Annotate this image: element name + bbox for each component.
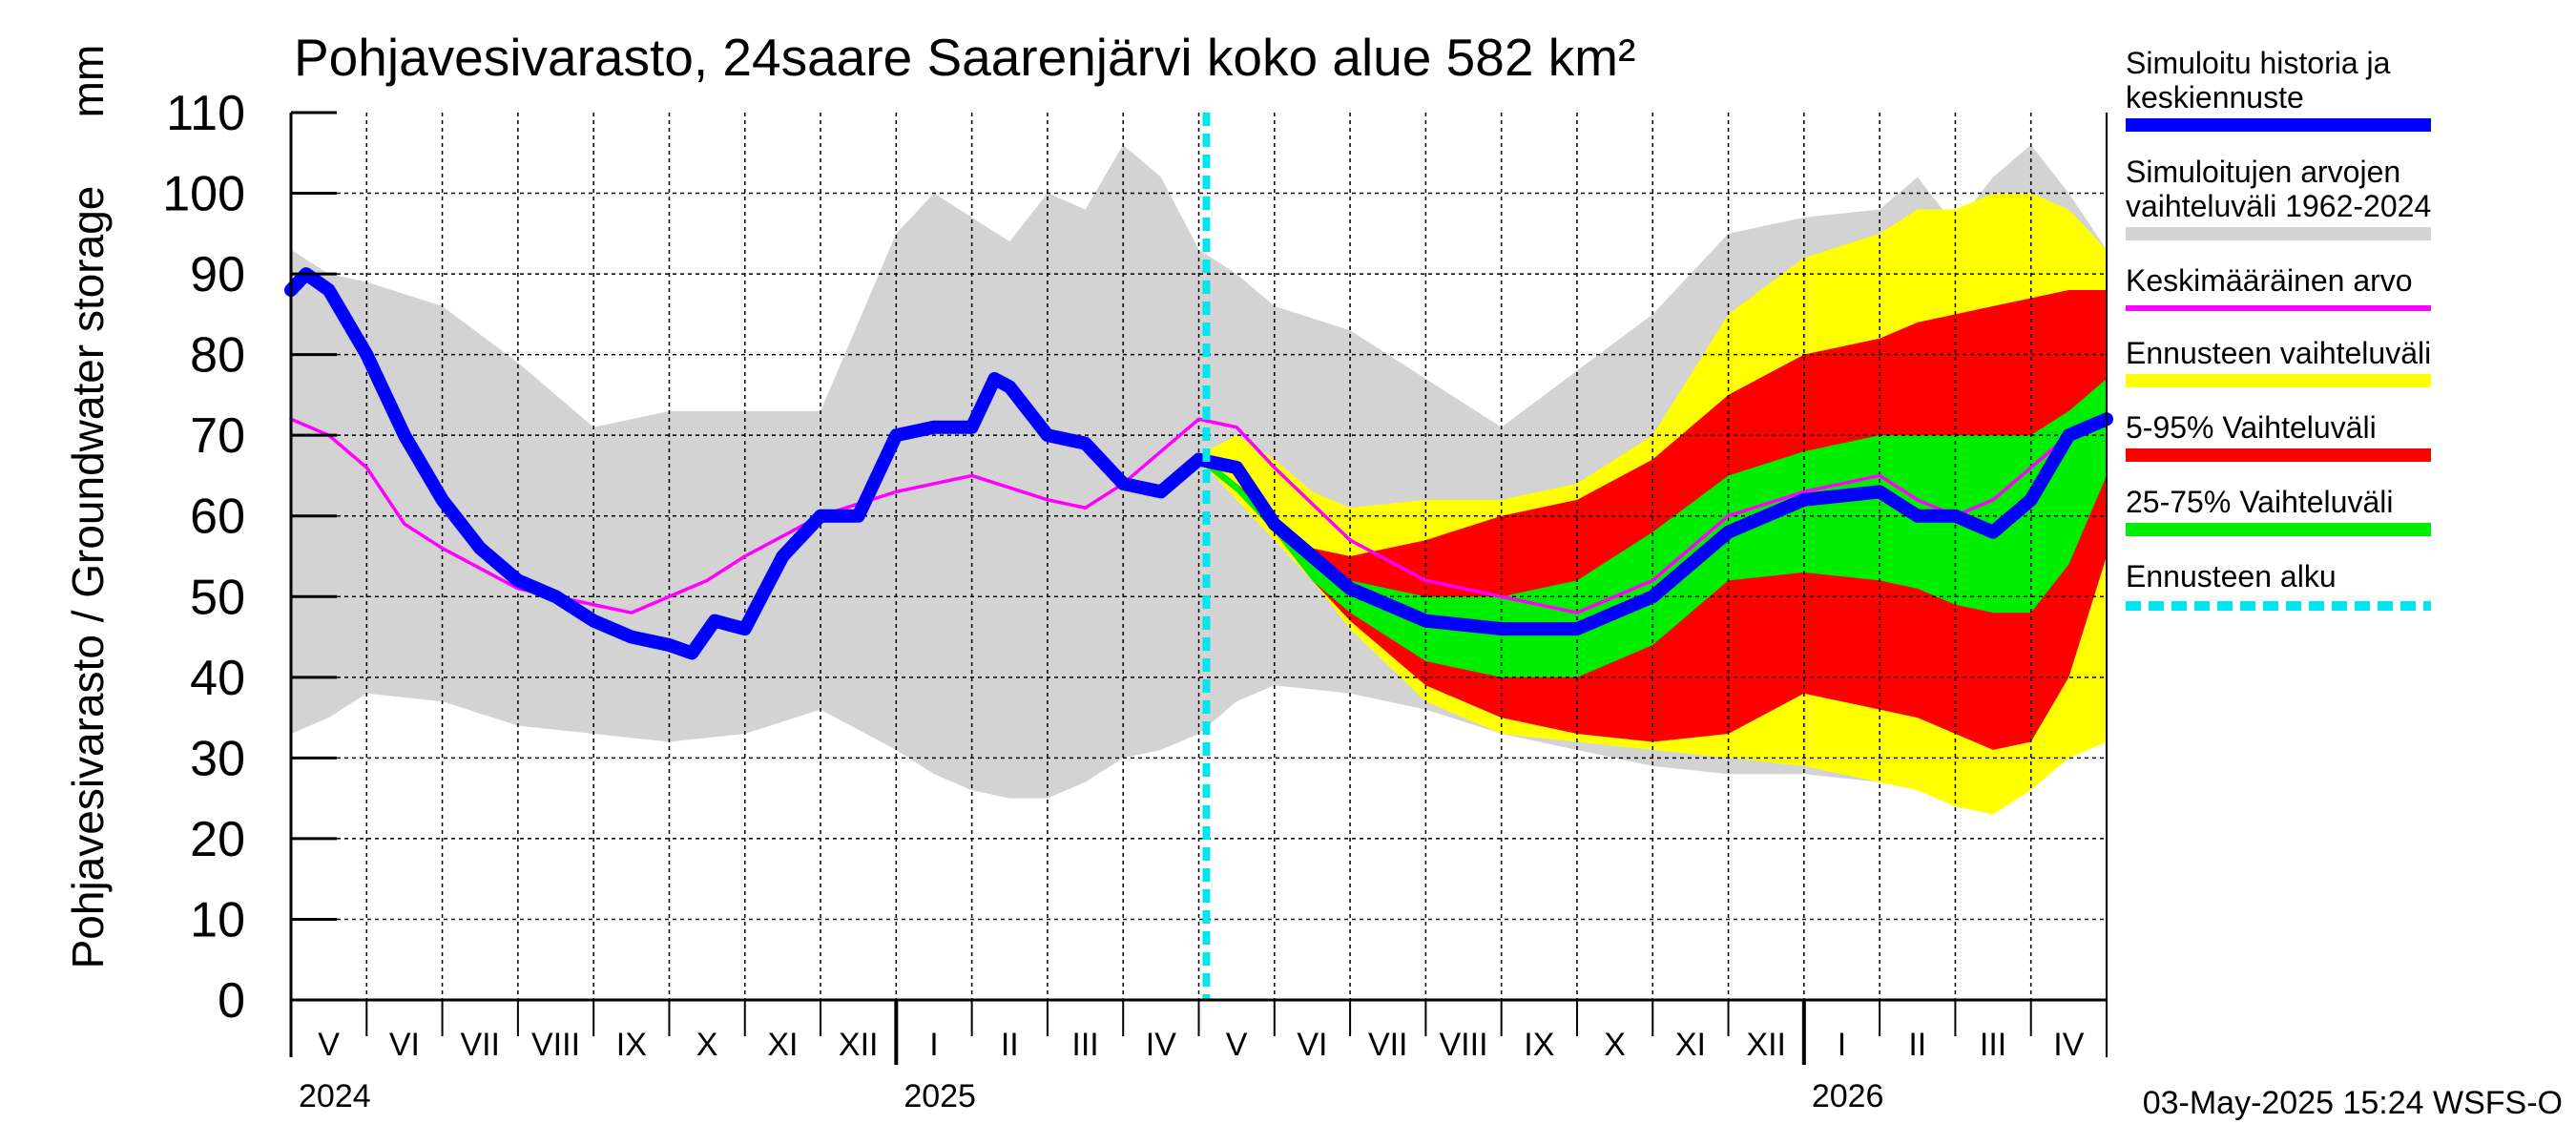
legend-swatch [2126, 305, 2431, 311]
x-month-label: VI [1297, 1027, 1327, 1063]
y-tick-label: 60 [190, 489, 245, 545]
legend-swatch [2126, 601, 2431, 611]
x-month-label: II [1001, 1027, 1019, 1063]
x-month-label: VIII [531, 1027, 580, 1063]
y-tick-label: 70 [190, 408, 245, 464]
x-month-label: VII [460, 1027, 500, 1063]
x-month-label: IX [1524, 1027, 1554, 1063]
legend-swatch [2126, 523, 2431, 536]
legend-label: Keskimääräinen arvo [2126, 263, 2413, 298]
y-tick-label: 0 [218, 973, 245, 1029]
chart-legend: Simuloitu historia ja keskiennuste Simul… [2126, 46, 2441, 634]
x-month-label: I [929, 1027, 938, 1063]
legend-item-forecast-range: Ennusteen vaihteluväli [2126, 336, 2441, 387]
x-month-label: V [318, 1027, 340, 1063]
legend-item-history: Simuloitu historia ja keskiennuste [2126, 46, 2441, 132]
legend-label: 25-75% Vaihteluväli [2126, 485, 2394, 519]
x-month-label: IV [1146, 1027, 1176, 1063]
x-month-label: I [1838, 1027, 1846, 1063]
legend-swatch [2126, 227, 2431, 240]
x-month-label: VI [389, 1027, 420, 1063]
y-axis-label: Pohjavesivarasto / Groundwater storage [63, 185, 113, 969]
chart-title: Pohjavesivarasto, 24saare Saarenjärvi ko… [294, 28, 1636, 87]
x-month-label: IX [616, 1027, 647, 1063]
x-month-label: III [1071, 1027, 1098, 1063]
y-tick-label: 20 [190, 812, 245, 867]
x-month-label: III [1980, 1027, 2006, 1063]
chart-axes [289, 111, 2108, 1065]
y-tick-label: 100 [162, 167, 245, 222]
y-tick-label: 10 [190, 892, 245, 947]
x-year-label: 2026 [1812, 1078, 1884, 1114]
legend-item-25-75: 25-75% Vaihteluväli [2126, 485, 2441, 536]
y-tick-label: 30 [190, 731, 245, 786]
x-year-label: 2025 [904, 1078, 976, 1114]
x-month-label: XII [839, 1027, 879, 1063]
x-year-label: 2024 [299, 1078, 371, 1114]
legend-swatch [2126, 448, 2431, 462]
legend-item-forecast-start: Ennusteen alku [2126, 559, 2441, 611]
y-tick-label: 110 [166, 86, 245, 141]
x-month-label: XII [1746, 1027, 1786, 1063]
x-month-label: II [1908, 1027, 1926, 1063]
x-month-label: XI [767, 1027, 798, 1063]
x-month-label: X [696, 1027, 718, 1063]
legend-item-range: Simuloitujen arvojen vaihteluväli 1962-2… [2126, 155, 2441, 240]
x-month-label: V [1226, 1027, 1248, 1063]
band-25-75-vaihteluv-li [1206, 379, 2107, 677]
series-line-simuloitu-historia-ja-keskiennuste [284, 267, 2113, 660]
y-axis-unit: mm [63, 44, 113, 118]
chart-lines [284, 113, 2113, 1000]
x-month-label: IV [2053, 1027, 2084, 1063]
legend-swatch [2126, 374, 2431, 387]
legend-label: Ennusteen alku [2126, 559, 2337, 593]
y-tick-label: 90 [190, 247, 245, 302]
legend-label: 5-95% Vaihteluväli [2126, 410, 2377, 445]
legend-item-mean: Keskimääräinen arvo [2126, 263, 2441, 311]
x-month-label: VIII [1440, 1027, 1488, 1063]
chart-grid [291, 113, 2107, 1000]
x-month-label: VII [1368, 1027, 1408, 1063]
legend-label: Ennusteen vaihteluväli [2126, 336, 2432, 370]
legend-item-5-95: 5-95% Vaihteluväli [2126, 410, 2441, 462]
y-tick-label: 40 [190, 651, 245, 706]
legend-swatch [2126, 118, 2431, 132]
y-tick-label: 50 [190, 570, 245, 625]
x-month-label: XI [1675, 1027, 1706, 1063]
timestamp-footer: 03-May-2025 15:24 WSFS-O [2142, 1085, 2563, 1121]
y-tick-label: 80 [190, 328, 245, 384]
x-month-label: X [1604, 1027, 1626, 1063]
legend-label: Simuloitu historia ja keskiennuste [2126, 46, 2391, 114]
legend-label: Simuloitujen arvojen vaihteluväli 1962-2… [2126, 155, 2432, 223]
